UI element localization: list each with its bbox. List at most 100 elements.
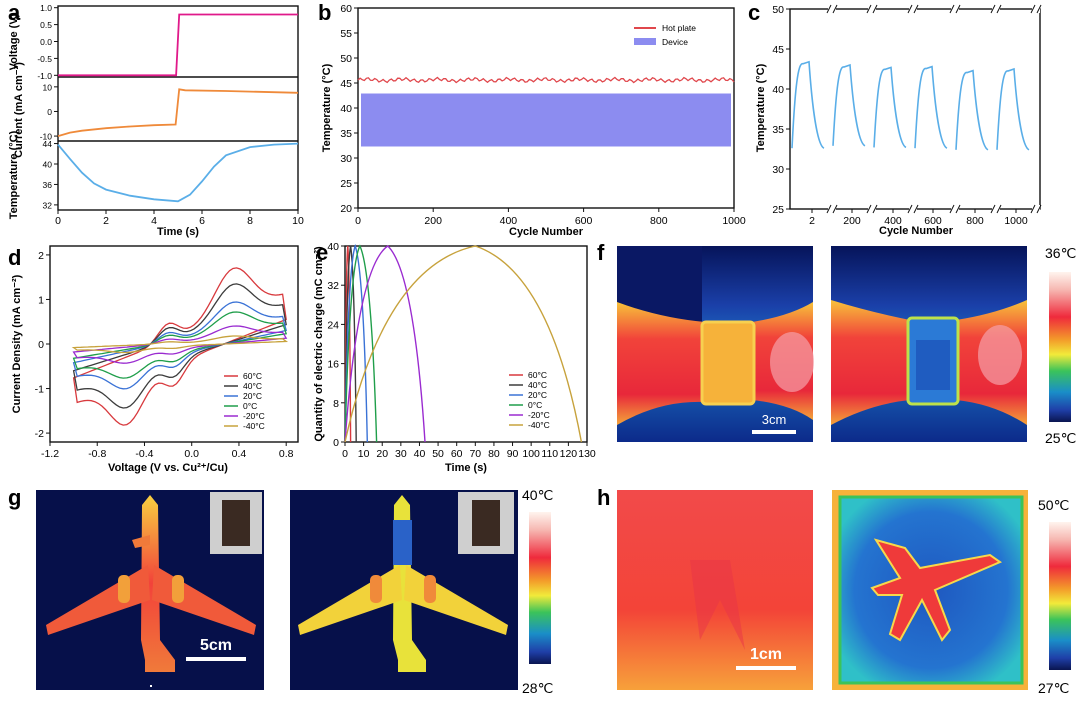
c-axis-break-gap xyxy=(992,5,1000,13)
b-y-tick-label: 45 xyxy=(340,78,352,90)
c-cycle-curve-2 xyxy=(873,66,907,149)
d-cv-curve-4 xyxy=(72,325,288,364)
c-cycle-curve-3 xyxy=(914,65,948,149)
e-x-tick-label: 120 xyxy=(560,448,578,460)
c-axis-break-mark xyxy=(913,204,919,214)
a-y-tick-label: -10 xyxy=(40,132,53,142)
c-axis-break-mark xyxy=(907,4,913,14)
e-legend-label: 20°C xyxy=(528,390,547,400)
b-y-tick-label: 25 xyxy=(340,178,352,190)
e-charge-curve-2 xyxy=(344,243,368,443)
panel-a-frame xyxy=(57,5,299,211)
e-legend-label: -40°C xyxy=(528,420,550,430)
panel-label-c: c xyxy=(748,0,760,25)
panel-e: e 0 10 20 30 40 50 60 70 80 90 100 110 120 1304032241… xyxy=(313,240,596,474)
h-colorbar xyxy=(1049,522,1071,670)
e-x-tick-label: 10 xyxy=(358,448,370,460)
d-x-tick-label: -1.2 xyxy=(41,448,59,460)
c-axis-break-mark xyxy=(990,4,996,14)
d-y-tick-label: -2 xyxy=(35,428,44,440)
f-scale-label: 3cm xyxy=(762,412,787,427)
panel-label-g: g xyxy=(8,485,21,510)
d-x-tick-label: 0.8 xyxy=(279,448,294,460)
c-axis-break-mark xyxy=(996,4,1002,14)
b-y-tick-label: 50 xyxy=(340,53,352,65)
panel-f: f 3cm 36℃ 25℃ xyxy=(597,240,1076,446)
c-axis-break-mark xyxy=(872,4,878,14)
e-x-tick-label: 130 xyxy=(578,448,596,460)
b-y-tick-label: 30 xyxy=(340,153,352,165)
f-thermal-image-right xyxy=(831,246,1027,442)
a-y-tick-label: 10 xyxy=(43,82,53,92)
e-x-tick-label: 80 xyxy=(488,448,500,460)
a-x-tick-label: 6 xyxy=(199,215,205,227)
e-y-tick-label: 8 xyxy=(333,398,339,410)
c-axis-break-gap xyxy=(828,5,836,13)
d-y-tick-label: 0 xyxy=(38,339,44,351)
c-axis-break-mark xyxy=(996,204,1002,214)
e-x-tick-label: 60 xyxy=(451,448,463,460)
d-y-tick-label: 1 xyxy=(38,294,44,306)
c-axis-break-gap xyxy=(1032,205,1040,213)
a-y-tick-label: 0.5 xyxy=(40,20,52,30)
a-y-tick-label: -1.0 xyxy=(37,71,52,81)
c-axis-break-mark xyxy=(955,204,961,214)
c-x-tick-label: 800 xyxy=(966,215,984,227)
h-thermal-image-left: 1cm xyxy=(617,490,813,690)
b-xlabel: Cycle Number xyxy=(509,226,584,238)
c-axis-break-mark xyxy=(955,4,961,14)
e-x-tick-label: 30 xyxy=(395,448,407,460)
g-scale-label: 5cm xyxy=(200,637,232,654)
c-axis-break-mark xyxy=(949,4,955,14)
a-temperature-ylabel: Temperature (°C) xyxy=(8,130,20,219)
e-x-tick-label: 0 xyxy=(342,448,348,460)
panel-c-frame xyxy=(789,8,1041,210)
c-axis-break-mark xyxy=(826,204,832,214)
c-xlabel: Cycle Number xyxy=(879,225,954,237)
e-x-tick-label: 70 xyxy=(469,448,481,460)
panel-label-f: f xyxy=(597,240,605,265)
panel-d: d -1.2 -0.8 -0.4 0.0 0.4 0.8 2 1 0 -1 -2 60°C40°C2… xyxy=(8,245,299,474)
d-legend-label: 40°C xyxy=(243,381,262,391)
a-xlabel: Time (s) xyxy=(157,226,199,238)
e-legend-label: -20°C xyxy=(528,410,550,420)
b-x-tick-label: 1000 xyxy=(722,215,746,227)
d-legend-label: -40°C xyxy=(243,421,265,431)
d-legend-label: 60°C xyxy=(243,371,262,381)
f-colorbar xyxy=(1049,272,1071,422)
b-x-tick-label: 600 xyxy=(575,215,593,227)
c-axis-break-mark xyxy=(832,4,838,14)
d-y-tick-label: 2 xyxy=(38,250,44,262)
b-legend-device: Device xyxy=(662,37,688,47)
g-colorbar-min: 28℃ xyxy=(522,680,553,696)
c-axis-break-mark xyxy=(990,204,996,214)
e-legend-label: 40°C xyxy=(528,380,547,390)
c-axis-break-mark xyxy=(832,204,838,214)
c-axis-break-gap xyxy=(868,5,876,13)
d-legend-label: 20°C xyxy=(243,391,262,401)
a-y-tick-label: 44 xyxy=(43,139,53,149)
d-cv-curve-0 xyxy=(72,267,287,426)
panel-label-d: d xyxy=(8,245,21,270)
c-axis-break-mark xyxy=(1036,204,1042,214)
c-axis-break-gap xyxy=(828,205,836,213)
c-axis-break-mark xyxy=(1030,204,1036,214)
f-colorbar-max: 36℃ xyxy=(1045,245,1076,261)
g-thermal-image-left: 5cm xyxy=(36,490,264,690)
e-x-tick-label: 40 xyxy=(414,448,426,460)
a-x-tick-label: 0 xyxy=(55,215,61,227)
a-x-tick-label: 4 xyxy=(151,215,157,227)
c-y-tick-label: 30 xyxy=(772,164,784,176)
panel-label-e: e xyxy=(316,240,328,265)
a-y-tick-label: 32 xyxy=(43,200,53,210)
e-x-tick-label: 50 xyxy=(432,448,444,460)
d-cv-curve-3 xyxy=(72,311,288,379)
c-axis-break-gap xyxy=(1032,5,1040,13)
c-axis-break-mark xyxy=(949,204,955,214)
b-x-tick-label: 0 xyxy=(355,215,361,227)
a-series-line-2 xyxy=(57,142,299,203)
f-colorbar-min: 25℃ xyxy=(1045,430,1076,446)
c-y-tick-label: 25 xyxy=(772,204,784,216)
b-hot-plate-line xyxy=(357,76,735,84)
